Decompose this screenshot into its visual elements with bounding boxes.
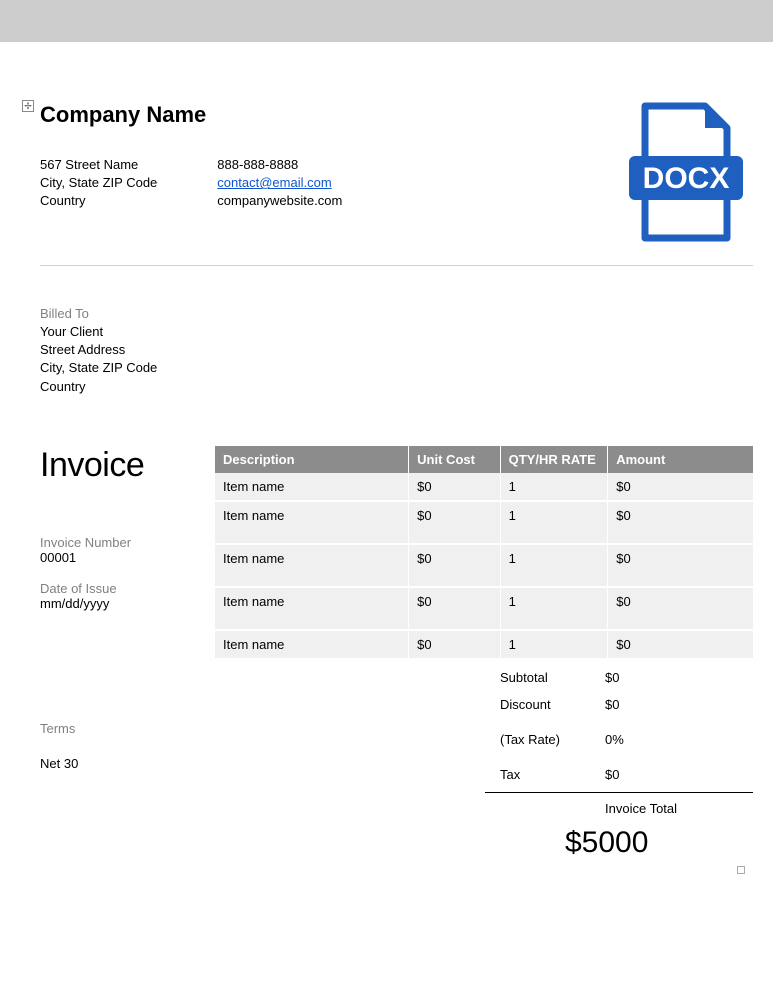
invoice-number: 00001 — [40, 550, 205, 565]
summary-taxrate-row: (Tax Rate) 0% — [215, 718, 753, 761]
company-contact: 888-888-8888 contact@email.com companywe… — [217, 156, 342, 211]
th-qty: QTY/HR RATE — [500, 446, 608, 473]
date-of-issue-label: Date of Issue — [40, 581, 205, 596]
table-row: Item name $0 1 $0 — [215, 587, 753, 630]
company-website: companywebsite.com — [217, 192, 342, 210]
cell-qty: 1 — [500, 587, 608, 630]
tax-value: $0 — [605, 767, 753, 782]
cell-unit-cost: $0 — [409, 473, 500, 501]
table-row: Item name $0 1 $0 — [215, 544, 753, 587]
subtotal-value: $0 — [605, 670, 753, 685]
cell-description: Item name — [215, 501, 409, 544]
summary-block: Subtotal $0 Discount $0 (Tax Rate) 0% Ta… — [215, 664, 753, 860]
invoice-number-label: Invoice Number — [40, 535, 205, 550]
summary-tax-row: Tax $0 — [215, 761, 753, 788]
taxrate-label: (Tax Rate) — [500, 732, 605, 747]
date-of-issue: mm/dd/yyyy — [40, 596, 205, 611]
invoice-total-label: Invoice Total — [605, 797, 753, 826]
billed-to-label: Billed To — [40, 306, 753, 321]
company-address: 567 Street Name City, State ZIP Code Cou… — [40, 156, 157, 211]
billed-client: Your Client — [40, 323, 753, 341]
cell-qty: 1 — [500, 501, 608, 544]
billed-street: Street Address — [40, 341, 753, 359]
invoice-meta-column: Invoice Invoice Number 00001 Date of Iss… — [40, 446, 215, 874]
th-unit-cost: Unit Cost — [409, 446, 500, 473]
billed-country: Country — [40, 378, 753, 396]
tax-label: Tax — [500, 767, 605, 782]
document-page: ✢ Company Name 567 Street Name City, Sta… — [0, 42, 773, 894]
discount-label: Discount — [500, 697, 605, 712]
terms-value: Net 30 — [40, 756, 205, 771]
main-row: Invoice Invoice Number 00001 Date of Iss… — [40, 446, 753, 874]
table-anchor-icon[interactable]: ✢ — [22, 100, 34, 112]
company-street: 567 Street Name — [40, 156, 157, 174]
table-row: Item name $0 1 $0 — [215, 501, 753, 544]
cell-amount: $0 — [608, 473, 753, 501]
taxrate-value: 0% — [605, 732, 753, 747]
company-email-link[interactable]: contact@email.com — [217, 175, 331, 190]
cell-amount: $0 — [608, 587, 753, 630]
company-name: Company Name — [40, 102, 623, 128]
total-divider — [485, 792, 753, 793]
table-header-row: Description Unit Cost QTY/HR RATE Amount — [215, 446, 753, 473]
docx-label: DOCX — [643, 162, 730, 195]
cell-description: Item name — [215, 544, 409, 587]
cell-qty: 1 — [500, 630, 608, 659]
discount-value: $0 — [605, 697, 753, 712]
th-amount: Amount — [608, 446, 753, 473]
invoice-table-column: Description Unit Cost QTY/HR RATE Amount… — [215, 446, 753, 874]
cell-qty: 1 — [500, 544, 608, 587]
window-top-bar — [0, 0, 773, 42]
cell-qty: 1 — [500, 473, 608, 501]
billed-city-state-zip: City, State ZIP Code — [40, 359, 753, 377]
cell-amount: $0 — [608, 630, 753, 659]
end-of-cell-marker-icon — [737, 866, 745, 874]
subtotal-label: Subtotal — [500, 670, 605, 685]
header-row: Company Name 567 Street Name City, State… — [40, 102, 753, 247]
cell-unit-cost: $0 — [409, 544, 500, 587]
cell-description: Item name — [215, 473, 409, 501]
header-divider — [40, 265, 753, 266]
line-items-table: Description Unit Cost QTY/HR RATE Amount… — [215, 446, 753, 660]
invoice-total-amount: $5000 — [565, 826, 753, 860]
company-country: Country — [40, 192, 157, 210]
cell-unit-cost: $0 — [409, 630, 500, 659]
billed-to-block: Billed To Your Client Street Address Cit… — [40, 306, 753, 396]
contact-row: 567 Street Name City, State ZIP Code Cou… — [40, 156, 623, 211]
cell-unit-cost: $0 — [409, 501, 500, 544]
cell-amount: $0 — [608, 501, 753, 544]
cell-description: Item name — [215, 587, 409, 630]
terms-label: Terms — [40, 721, 205, 736]
th-description: Description — [215, 446, 409, 473]
invoice-title: Invoice — [40, 446, 205, 485]
summary-subtotal-row: Subtotal $0 — [215, 664, 753, 691]
docx-file-icon: DOCX — [623, 102, 743, 247]
company-header: Company Name 567 Street Name City, State… — [40, 102, 623, 211]
company-phone: 888-888-8888 — [217, 156, 342, 174]
summary-discount-row: Discount $0 — [215, 691, 753, 718]
cell-amount: $0 — [608, 544, 753, 587]
cell-description: Item name — [215, 630, 409, 659]
table-row: Item name $0 1 $0 — [215, 630, 753, 659]
table-row: Item name $0 1 $0 — [215, 473, 753, 501]
company-city-state-zip: City, State ZIP Code — [40, 174, 157, 192]
cell-unit-cost: $0 — [409, 587, 500, 630]
